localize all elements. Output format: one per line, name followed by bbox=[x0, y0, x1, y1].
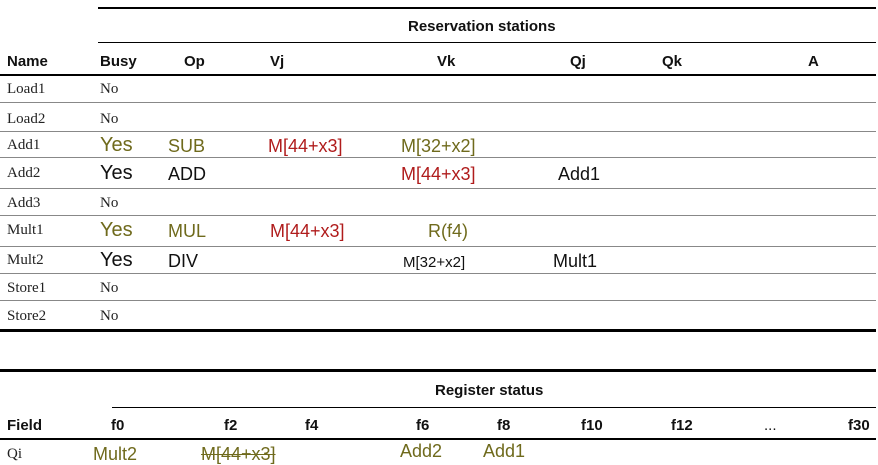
reg-qi-label: Qi bbox=[7, 446, 22, 462]
rs-row-vj: M[44+x3] bbox=[268, 136, 343, 156]
row-divider bbox=[0, 188, 876, 189]
reg-header: f12 bbox=[671, 417, 693, 434]
rs-row-name: Mult1 bbox=[7, 222, 44, 238]
rs-row-busy: No bbox=[100, 195, 119, 211]
rs-row-name: Load1 bbox=[7, 81, 46, 97]
rs-row-vk: R(f4) bbox=[428, 221, 468, 241]
reg-field-label: Field bbox=[7, 417, 43, 434]
row-divider bbox=[0, 273, 876, 274]
rs-row-vk: M[44+x3] bbox=[401, 164, 476, 184]
rs-header-a: A bbox=[808, 53, 819, 70]
reg-top-rule bbox=[0, 369, 876, 372]
rs-row-vj: M[44+x3] bbox=[270, 221, 345, 241]
reg-header: f2 bbox=[224, 417, 238, 434]
reg-header: f0 bbox=[111, 417, 125, 434]
rs-row-busy: Yes bbox=[100, 134, 133, 156]
rs-row-busy: No bbox=[100, 308, 119, 324]
rs-row-op: ADD bbox=[168, 164, 207, 184]
reg-qi-value: Add1 bbox=[483, 441, 526, 461]
rs-row-busy: No bbox=[100, 280, 119, 296]
rs-row-name: Add1 bbox=[7, 137, 41, 153]
reg-qi-value: Add2 bbox=[400, 441, 443, 461]
rs-header-qk: Qk bbox=[662, 53, 683, 70]
rs-header-rule bbox=[0, 74, 876, 76]
reg-header: ... bbox=[764, 417, 777, 434]
reg-header: f8 bbox=[497, 417, 511, 434]
row-divider bbox=[0, 215, 876, 216]
rs-row-vk: M[32+x2] bbox=[403, 254, 466, 271]
row-divider bbox=[0, 246, 876, 247]
rs-header-vj: Vj bbox=[270, 53, 285, 70]
rs-row-qj: Mult1 bbox=[553, 251, 598, 271]
rs-row-name: Load2 bbox=[7, 111, 46, 127]
reg-caption-rule bbox=[112, 407, 876, 408]
reg-qi-value: M[44+x3] bbox=[201, 444, 276, 464]
rs-header-busy: Busy bbox=[100, 53, 137, 70]
rs-row-busy: No bbox=[100, 111, 119, 127]
rs-row-qj: Add1 bbox=[558, 164, 601, 184]
rs-row-busy: No bbox=[100, 81, 119, 97]
row-divider bbox=[0, 102, 876, 103]
rs-caption-rule bbox=[98, 42, 876, 43]
row-divider bbox=[0, 157, 876, 158]
rs-row-name: Add2 bbox=[7, 165, 41, 181]
rs-bottom-rule bbox=[0, 329, 876, 332]
reg-caption: Register status bbox=[435, 382, 544, 399]
rs-row-vk: M[32+x2] bbox=[401, 136, 476, 156]
rs-row-name: Add3 bbox=[7, 195, 41, 211]
rs-row-busy: Yes bbox=[100, 249, 133, 271]
rs-header-name: Name bbox=[7, 53, 48, 70]
reg-header-rule bbox=[0, 438, 876, 440]
rs-row-busy: Yes bbox=[100, 219, 133, 241]
rs-row-op: MUL bbox=[168, 221, 207, 241]
rs-header-op: Op bbox=[184, 53, 205, 70]
reg-header: f30 bbox=[848, 417, 870, 434]
rs-row-op: DIV bbox=[168, 251, 199, 271]
row-divider bbox=[0, 131, 876, 132]
row-divider bbox=[0, 300, 876, 301]
rs-header-qj: Qj bbox=[570, 53, 586, 70]
rs-row-op: SUB bbox=[168, 136, 206, 156]
reg-header: f4 bbox=[305, 417, 319, 434]
rs-row-busy: Yes bbox=[100, 162, 133, 184]
rs-top-rule bbox=[98, 7, 876, 9]
rs-row-name: Store1 bbox=[7, 280, 47, 296]
rs-row-name: Store2 bbox=[7, 308, 47, 324]
reg-header: f6 bbox=[416, 417, 430, 434]
rs-header-vk: Vk bbox=[437, 53, 456, 70]
rs-caption: Reservation stations bbox=[408, 18, 556, 35]
rs-row-name: Mult2 bbox=[7, 252, 44, 268]
reg-qi-value: Mult2 bbox=[93, 444, 138, 464]
reg-header: f10 bbox=[581, 417, 603, 434]
